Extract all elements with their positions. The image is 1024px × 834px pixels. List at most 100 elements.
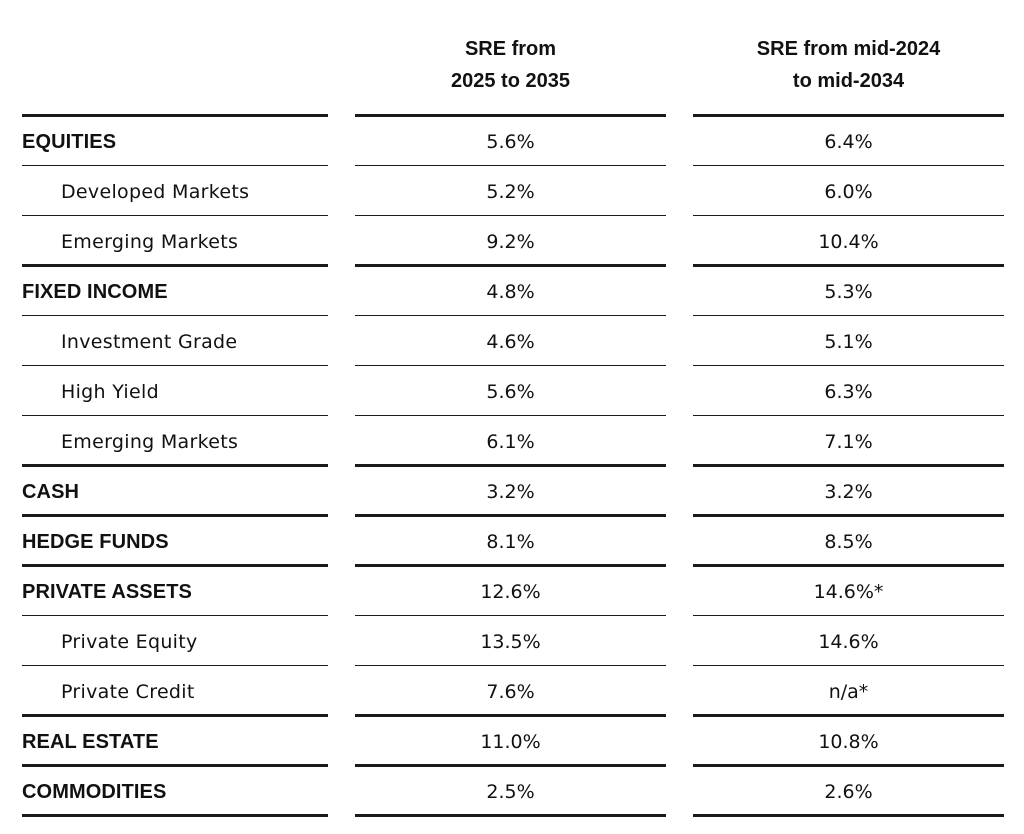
table-header: SRE from 2025 to 2035 SRE from mid-2024 … <box>0 33 1024 103</box>
table-row: Emerging Markets 9.2% 10.4% <box>0 215 1024 265</box>
table-row: FIXED INCOME 4.8% 5.3% <box>0 264 1024 315</box>
table-row: CASH 3.2% 3.2% <box>0 464 1024 515</box>
row-divider <box>355 315 666 316</box>
row-divider <box>355 215 666 216</box>
row-divider <box>693 415 1004 416</box>
row-divider <box>355 365 666 366</box>
table-row: REAL ESTATE 11.0% 10.8% <box>0 714 1024 765</box>
value-sre-mid-2024-mid-2034: 10.4% <box>818 231 879 253</box>
value-sre-mid-2024-mid-2034: 14.6% <box>818 631 879 653</box>
row-divider <box>355 165 666 166</box>
row-divider <box>355 814 666 817</box>
table-row: HEDGE FUNDS 8.1% 8.5% <box>0 514 1024 565</box>
table-row: PRIVATE ASSETS 12.6% 14.6%* <box>0 564 1024 615</box>
row-divider <box>355 114 666 117</box>
row-label: Developed Markets <box>61 181 250 203</box>
row-divider <box>693 264 1004 267</box>
value-sre-2025-2035: 8.1% <box>486 531 535 553</box>
row-label: Emerging Markets <box>61 231 239 253</box>
column-header-sre-mid-2024-mid-2034: SRE from mid-2024 to mid-2034 <box>693 33 1004 97</box>
table-row: Developed Markets 5.2% 6.0% <box>0 165 1024 215</box>
row-label: Private Equity <box>61 631 198 653</box>
row-divider <box>355 464 666 467</box>
column-header-line: SRE from <box>464 38 557 60</box>
row-divider <box>355 764 666 767</box>
value-sre-mid-2024-mid-2034: 7.1% <box>824 431 873 453</box>
table-row: High Yield 5.6% 6.3% <box>0 365 1024 415</box>
row-divider <box>22 615 328 616</box>
row-label: REAL ESTATE <box>22 731 159 753</box>
value-sre-2025-2035: 3.2% <box>486 481 535 503</box>
value-sre-2025-2035: 9.2% <box>486 231 535 253</box>
row-divider <box>355 415 666 416</box>
row-divider <box>22 365 328 366</box>
value-sre-mid-2024-mid-2034: 2.6% <box>824 781 873 803</box>
row-label: CASH <box>22 481 80 503</box>
value-sre-2025-2035: 12.6% <box>480 581 541 603</box>
row-divider <box>693 814 1004 817</box>
value-sre-mid-2024-mid-2034: 5.3% <box>824 281 873 303</box>
table-row: Private Equity 13.5% 14.6% <box>0 615 1024 665</box>
row-divider <box>693 564 1004 567</box>
row-divider <box>22 514 328 517</box>
row-divider <box>22 264 328 267</box>
value-sre-2025-2035: 11.0% <box>480 731 541 753</box>
row-label: COMMODITIES <box>22 781 167 803</box>
value-sre-2025-2035: 6.1% <box>486 431 535 453</box>
table-row: EQUITIES 5.6% 6.4% <box>0 114 1024 165</box>
row-divider <box>693 665 1004 666</box>
row-divider <box>22 415 328 416</box>
row-divider <box>22 315 328 316</box>
table-bottom-border <box>0 814 1024 818</box>
row-divider <box>22 165 328 166</box>
column-header-line: to mid-2034 <box>792 70 905 92</box>
value-sre-mid-2024-mid-2034: 3.2% <box>824 481 873 503</box>
row-divider <box>693 215 1004 216</box>
value-sre-2025-2035: 5.6% <box>486 131 535 153</box>
row-divider <box>22 714 328 717</box>
row-divider <box>693 165 1004 166</box>
table-row: Investment Grade 4.6% 5.1% <box>0 315 1024 365</box>
value-sre-2025-2035: 5.6% <box>486 381 535 403</box>
column-header-line: 2025 to 2035 <box>451 70 570 92</box>
row-label: FIXED INCOME <box>22 281 168 303</box>
row-divider <box>22 215 328 216</box>
value-sre-2025-2035: 2.5% <box>486 781 535 803</box>
table-row: COMMODITIES 2.5% 2.6% <box>0 764 1024 815</box>
row-divider <box>355 514 666 517</box>
row-divider <box>22 464 328 467</box>
row-label: PRIVATE ASSETS <box>22 581 192 603</box>
value-sre-2025-2035: 13.5% <box>480 631 541 653</box>
row-divider <box>22 764 328 767</box>
value-sre-2025-2035: 7.6% <box>486 681 535 703</box>
row-label: Emerging Markets <box>61 431 239 453</box>
row-divider <box>693 714 1004 717</box>
row-divider <box>22 814 328 817</box>
table-row: Emerging Markets 6.1% 7.1% <box>0 415 1024 465</box>
row-label: EQUITIES <box>22 131 117 153</box>
value-sre-mid-2024-mid-2034: n/a* <box>828 681 869 703</box>
row-divider <box>693 114 1004 117</box>
column-header-sre-2025-2035: SRE from 2025 to 2035 <box>355 33 666 97</box>
row-divider <box>355 564 666 567</box>
value-sre-2025-2035: 4.8% <box>486 281 535 303</box>
row-divider <box>355 714 666 717</box>
row-divider <box>22 564 328 567</box>
value-sre-2025-2035: 4.6% <box>486 331 535 353</box>
row-label: HEDGE FUNDS <box>22 531 169 553</box>
row-divider <box>22 665 328 666</box>
value-sre-2025-2035: 5.2% <box>486 181 535 203</box>
value-sre-mid-2024-mid-2034: 8.5% <box>824 531 873 553</box>
table-row: Private Credit 7.6% n/a* <box>0 665 1024 715</box>
returns-table: EQUITIES 5.6% 6.4% Developed Markets 5.2… <box>0 114 1024 815</box>
row-label: Private Credit <box>61 681 195 703</box>
row-divider <box>355 665 666 666</box>
row-divider <box>22 114 328 117</box>
column-header-line: SRE from mid-2024 <box>756 38 941 60</box>
value-sre-mid-2024-mid-2034: 5.1% <box>824 331 873 353</box>
row-divider <box>693 615 1004 616</box>
value-sre-mid-2024-mid-2034: 10.8% <box>818 731 879 753</box>
value-sre-mid-2024-mid-2034: 6.3% <box>824 381 873 403</box>
value-sre-mid-2024-mid-2034: 6.4% <box>824 131 873 153</box>
row-divider <box>355 615 666 616</box>
